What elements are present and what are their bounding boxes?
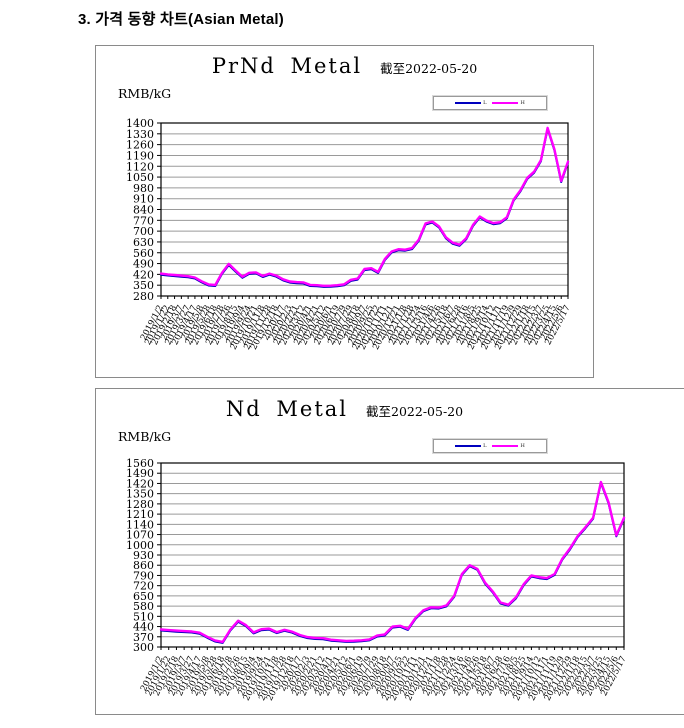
legend-low-label: L — [483, 442, 487, 449]
chart-title: Nd Metal — [225, 397, 349, 421]
y-axis-tick-label: 1210 — [126, 508, 154, 521]
page-heading: 3. 가격 동향 차트(Asian Metal) — [78, 11, 284, 28]
y-axis-tick-label: 1000 — [126, 539, 154, 552]
price-chart-svg: 1400133012601190112010509809108407707006… — [126, 117, 573, 352]
y-axis-tick-label: 790 — [133, 569, 154, 582]
y-axis-tick-label: 580 — [133, 600, 154, 613]
chart-panel-prnd: PrNd Metal 截至2022-05-20 RMB/kG L H 1400 13… — [95, 45, 594, 378]
y-axis-tick-label: 720 — [133, 580, 154, 593]
legend-low-label: L — [483, 99, 487, 106]
y-axis-tick-label: 910 — [133, 193, 154, 206]
y-axis-tick-label: 370 — [133, 631, 154, 644]
chart-panel-nd: Nd Metal 截至2022-05-20 RMB/kG L H 1560 1490… — [95, 388, 684, 715]
y-axis-unit-label: RMB/kG — [118, 429, 172, 444]
y-axis-tick-label: 1190 — [126, 149, 154, 162]
low-price-line — [160, 482, 625, 644]
plot-area-border — [160, 122, 569, 297]
high-price-line — [159, 126, 570, 288]
y-axis-tick-label: 1420 — [126, 477, 154, 490]
y-axis-tick-label: 1560 — [126, 457, 154, 470]
legend-item-low: L — [455, 442, 487, 449]
y-axis-tick-label: 650 — [133, 590, 154, 603]
legend-item-high: H — [492, 99, 525, 106]
y-axis-tick-label: 840 — [133, 204, 154, 217]
y-axis-tick-label: 280 — [133, 290, 154, 303]
chart-asof-date: 截至2022-05-20 — [366, 404, 464, 419]
legend-low-line-icon — [455, 102, 482, 104]
y-axis-tick-label: 860 — [133, 559, 154, 572]
legend: L H — [433, 439, 547, 453]
y-axis-tick-label: 980 — [133, 182, 154, 195]
plot-area-border — [160, 462, 625, 648]
legend-low-line-icon — [455, 445, 482, 447]
legend-item-low: L — [455, 99, 487, 106]
y-axis-tick-label: 300 — [133, 641, 154, 654]
y-axis-tick-label: 1330 — [126, 128, 154, 141]
high-price-line — [159, 480, 626, 644]
chart-header: PrNd Metal 截至2022-05-20 — [96, 54, 593, 78]
y-axis-tick-label: 1070 — [126, 529, 154, 542]
chart-title: PrNd Metal — [211, 54, 363, 78]
y-axis-tick-label: 510 — [133, 610, 154, 623]
legend-high-label: H — [520, 442, 525, 449]
y-axis-tick-label: 350 — [133, 279, 154, 292]
y-axis-tick-label: 1140 — [126, 518, 154, 531]
y-axis-tick-label: 700 — [133, 225, 154, 238]
y-axis-tick-label: 1350 — [126, 488, 154, 501]
legend-high-line-icon — [492, 102, 519, 104]
legend: L H — [433, 96, 547, 110]
y-axis-tick-label: 1280 — [126, 498, 154, 511]
chart-header: Nd Metal 截至2022-05-20 — [96, 397, 593, 421]
y-axis-tick-label: 1050 — [126, 171, 154, 184]
y-axis-tick-label: 440 — [133, 621, 154, 634]
legend-item-high: H — [492, 442, 525, 449]
chart-asof-date: 截至2022-05-20 — [380, 61, 478, 76]
y-axis-tick-label: 1260 — [126, 139, 154, 152]
legend-high-label: H — [520, 99, 525, 106]
y-axis-tick-label: 770 — [133, 214, 154, 227]
y-axis-tick-label: 630 — [133, 236, 154, 249]
y-axis-tick-label: 560 — [133, 247, 154, 260]
y-axis-tick-label: 420 — [133, 268, 154, 281]
price-chart-svg: 1560149014201350128012101140107010009308… — [126, 457, 629, 703]
y-axis-tick-label: 1400 — [126, 117, 154, 130]
y-axis-tick-label: 1490 — [126, 467, 154, 480]
y-axis-unit-label: RMB/kG — [118, 86, 172, 101]
y-axis-tick-label: 1120 — [126, 160, 154, 173]
y-axis-tick-label: 490 — [133, 258, 154, 271]
y-axis-tick-label: 930 — [133, 549, 154, 562]
legend-high-line-icon — [492, 445, 519, 447]
